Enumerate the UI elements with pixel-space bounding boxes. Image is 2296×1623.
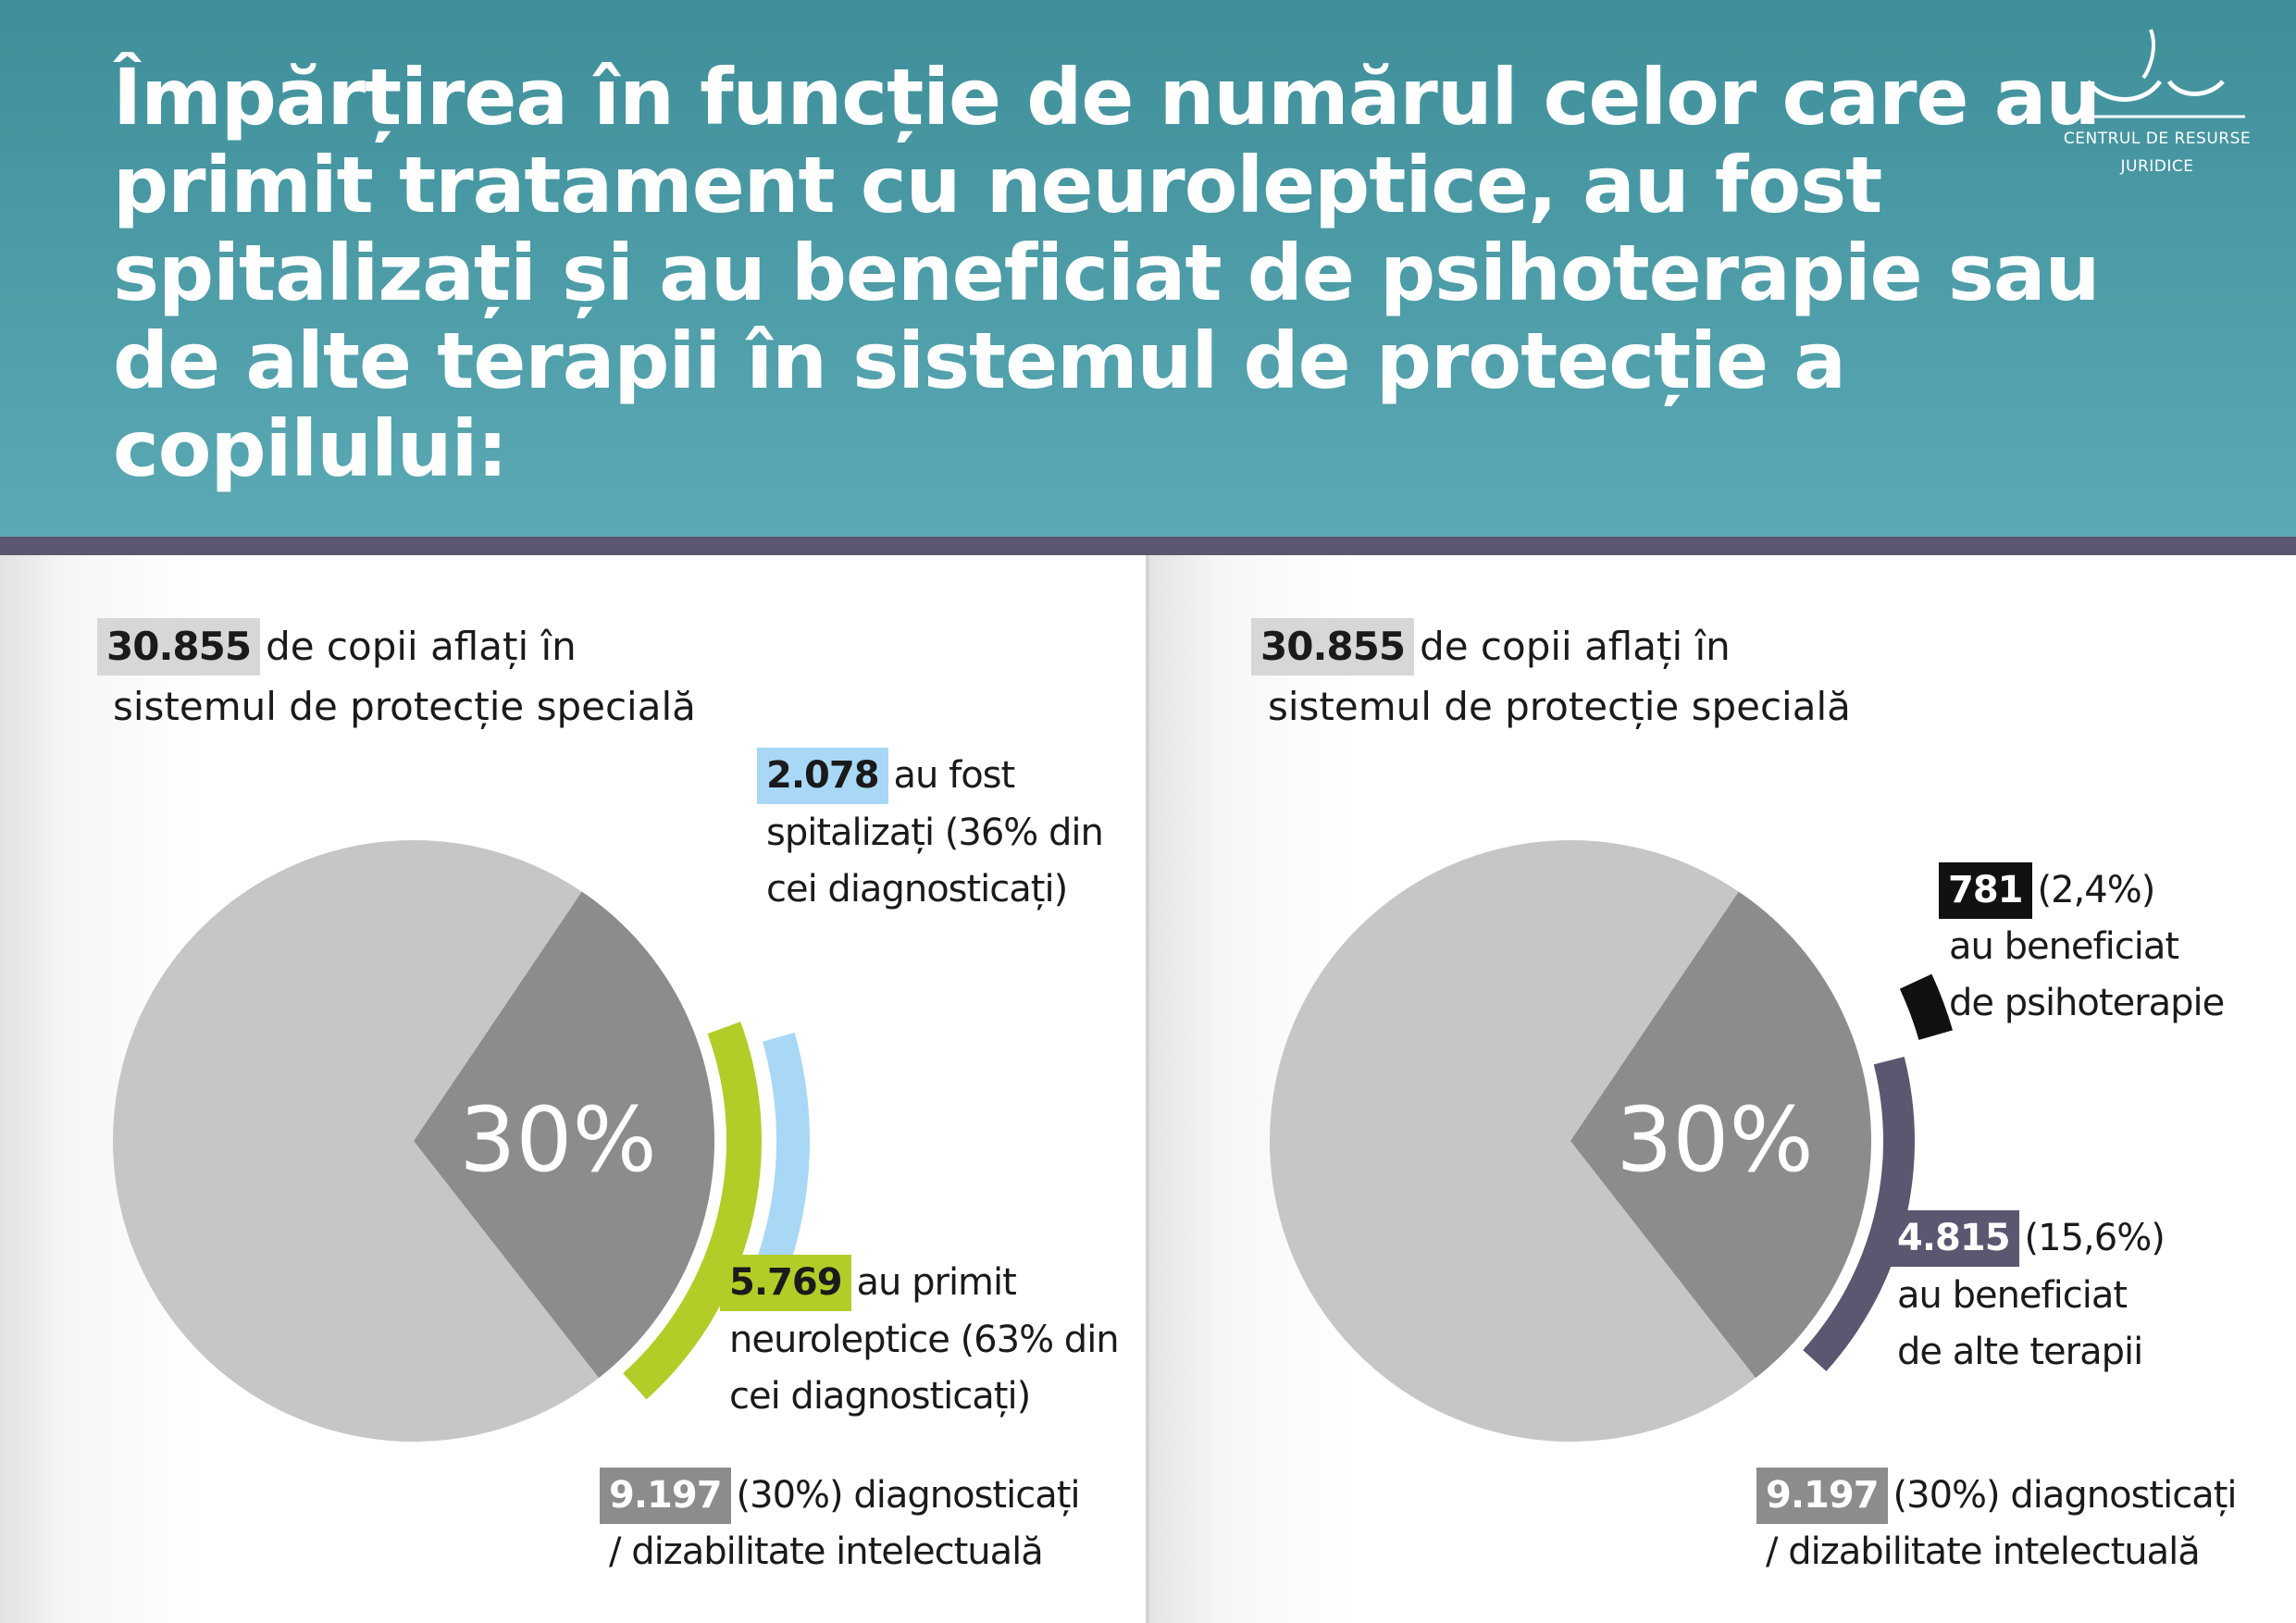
hospitalized-text-1: au fost xyxy=(893,754,1016,797)
page-title: Împărțirea în funcție de numărul celor c… xyxy=(113,52,2101,494)
diagnosed-label-right: 9.197 (30%) diagnosticați xyxy=(1756,1468,2238,1524)
other-therapies-text-1: (15,6%) xyxy=(2024,1217,2166,1259)
total-text-2: sistemul de protecție specială xyxy=(113,684,696,729)
psychotherapy-text-3: de psihoterapie xyxy=(1949,982,2225,1024)
psychotherapy-label: 781 (2,4%) xyxy=(1939,862,2156,919)
psychotherapy-value: 781 xyxy=(1939,862,2032,919)
total-text-2-right: sistemul de protecție specială xyxy=(1268,684,1851,729)
diagnosed-text-2-right: / dizabilitate intelectuală xyxy=(1766,1530,2201,1573)
logo: CENTRUL DE RESURSE JURIDICE xyxy=(2032,20,2282,187)
neuroleptics-text-3: cei diagnosticați) xyxy=(729,1375,1031,1418)
header-band xyxy=(0,537,2296,555)
diagnosed-value-right: 9.197 xyxy=(1756,1468,1888,1524)
panel-divider xyxy=(1146,555,1149,1623)
psychotherapy-text-1: (2,4%) xyxy=(2037,869,2156,911)
total-value: 30.855 xyxy=(97,618,261,675)
diagnosed-label: 9.197 (30%) diagnosticați xyxy=(600,1468,1081,1524)
diagnosed-text-1-right: (30%) diagnosticați xyxy=(1893,1474,2238,1517)
total-label-right: 30.855 de copii aflați în xyxy=(1251,618,1731,675)
logo-line-1: CENTRUL DE RESURSE xyxy=(2063,130,2252,148)
neuroleptics-label: 5.769 au primit xyxy=(720,1255,1017,1311)
other-therapies-label: 4.815 (15,6%) xyxy=(1888,1210,2166,1267)
total-value-right: 30.855 xyxy=(1251,618,1415,675)
diagnosed-text-1: (30%) diagnosticați xyxy=(736,1474,1081,1517)
other-therapies-text-3: de alte terapii xyxy=(1897,1331,2143,1373)
header-banner: Împărțirea în funcție de numărul celor c… xyxy=(0,0,2296,537)
hospitalized-label: 2.078 au fost xyxy=(757,748,1016,804)
scales-icon xyxy=(2069,29,2245,118)
total-label: 30.855 de copii aflați în xyxy=(97,618,577,675)
psychotherapy-text-2: au beneficiat xyxy=(1949,925,2179,968)
hospitalized-text-3: cei diagnosticați) xyxy=(766,868,1068,911)
logo-line-2: JURIDICE xyxy=(2120,157,2194,176)
neuroleptics-value: 5.769 xyxy=(720,1255,851,1311)
diagnosed-value: 9.197 xyxy=(600,1468,731,1524)
neuroleptics-text-2: neuroleptice (63% din xyxy=(729,1319,1120,1361)
other-therapies-value: 4.815 xyxy=(1888,1210,2019,1267)
diagnosed-text-2: / dizabilitate intelectuală xyxy=(609,1530,1044,1573)
hospitalized-text-2: spitalizați (36% din xyxy=(766,812,1104,854)
total-text-1: de copii aflați în xyxy=(266,624,577,669)
hospitalized-value: 2.078 xyxy=(757,748,888,804)
neuroleptics-text-1: au primit xyxy=(856,1261,1017,1304)
total-text-1-right: de copii aflați în xyxy=(1420,624,1731,669)
other-therapies-text-2: au beneficiat xyxy=(1897,1274,2128,1317)
